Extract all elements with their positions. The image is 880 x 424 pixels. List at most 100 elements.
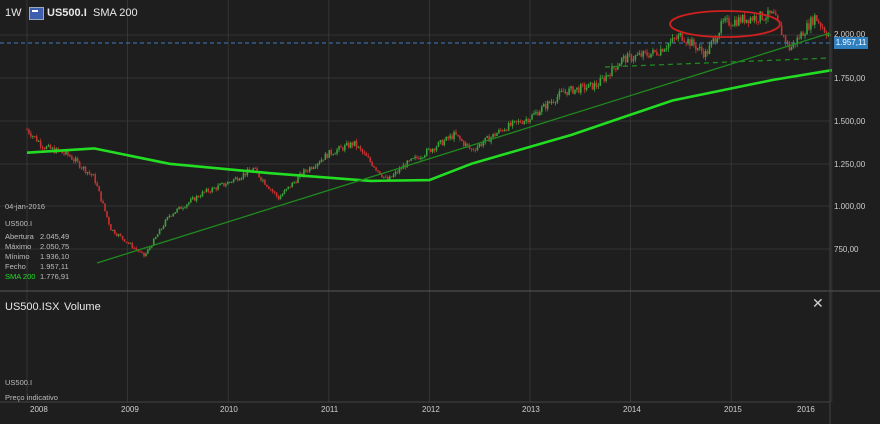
trendline[interactable] — [96, 32, 831, 264]
candle-body — [550, 101, 553, 103]
candle-body — [732, 25, 734, 27]
candle-body — [535, 112, 537, 114]
candle-body — [347, 142, 350, 148]
candle-body — [108, 217, 110, 225]
candle-body — [472, 149, 475, 151]
grid — [0, 0, 833, 402]
candle-body — [383, 176, 385, 178]
candle-body — [303, 169, 305, 176]
candle-body — [190, 199, 192, 203]
candle-body — [815, 15, 818, 21]
candle-body — [342, 147, 344, 151]
candle-body — [714, 38, 717, 43]
candle-body — [757, 21, 760, 23]
candle-body — [182, 208, 184, 209]
candle-body — [125, 241, 128, 243]
candle-body — [632, 59, 635, 61]
candle-body — [728, 17, 730, 26]
candle-body — [580, 84, 582, 93]
candle-body — [659, 48, 662, 56]
candle-body — [640, 53, 643, 57]
candle-body — [386, 177, 389, 181]
indicator-label[interactable]: SMA 200 — [93, 7, 138, 19]
symbol-label[interactable]: US500.I — [47, 7, 87, 19]
candle-body — [626, 53, 629, 63]
highlight-ellipse[interactable] — [669, 10, 781, 38]
candle-body — [291, 182, 293, 188]
candle-body — [112, 229, 114, 231]
candle-body — [509, 122, 512, 126]
candle-body — [289, 186, 292, 188]
candlestick-series — [26, 7, 832, 258]
candle-body — [693, 39, 695, 46]
candle-body — [326, 153, 329, 158]
candle-body — [544, 104, 547, 109]
candle-body — [636, 54, 639, 56]
price-tick: 1.500,00 — [834, 117, 866, 126]
candle-body — [697, 48, 699, 50]
candle-body — [406, 160, 409, 168]
candle-body — [61, 151, 63, 154]
candle-body — [71, 156, 73, 160]
candle-body — [307, 171, 309, 173]
candle-body — [449, 135, 451, 139]
candle-body — [648, 55, 650, 58]
candle-body — [812, 17, 814, 25]
candle-body — [82, 166, 85, 169]
candle-body — [570, 86, 572, 89]
candle-body — [229, 181, 231, 183]
candle-body — [619, 63, 621, 67]
candle-body — [593, 83, 596, 90]
candle-body — [43, 148, 46, 150]
candle-body — [568, 88, 570, 95]
candle-body — [673, 37, 676, 39]
candle-body — [741, 14, 744, 23]
candle-body — [424, 155, 426, 158]
candle-body — [154, 237, 157, 239]
candle-body — [332, 154, 334, 156]
candle-body — [700, 46, 703, 52]
candle-body — [363, 152, 366, 154]
candle-body — [240, 177, 243, 180]
time-tick: 2015 — [724, 405, 742, 414]
candle-body — [603, 77, 605, 81]
candle-body — [67, 151, 69, 155]
candle-body — [256, 168, 258, 173]
candle-body — [123, 239, 126, 242]
candle-body — [164, 219, 167, 227]
candle-body — [796, 37, 799, 45]
candle-body — [759, 11, 761, 22]
candle-body — [170, 215, 173, 217]
close-icon[interactable]: ✕ — [812, 295, 824, 311]
candle-body — [720, 21, 722, 33]
candle-body — [441, 140, 444, 146]
candle-body — [98, 186, 100, 192]
candle-body — [365, 153, 368, 156]
volume-title: Volume — [64, 301, 101, 313]
candle-body — [381, 174, 383, 178]
support-dashed-line[interactable] — [604, 57, 831, 68]
candle-body — [312, 167, 315, 169]
candle-body — [624, 56, 627, 63]
candle-body — [531, 114, 533, 120]
candle-body — [480, 143, 483, 146]
candle-body — [679, 33, 682, 36]
candle-body — [675, 38, 678, 40]
candle-body — [695, 45, 697, 50]
candle-body — [160, 228, 163, 230]
candle-body — [357, 146, 360, 148]
candle-body — [527, 119, 529, 123]
candle-body — [683, 40, 685, 43]
candle-body — [297, 176, 299, 183]
candle-body — [277, 196, 280, 200]
candle-body — [203, 191, 206, 193]
candle-body — [115, 233, 118, 236]
timeframe-label[interactable]: 1W — [5, 7, 22, 19]
candle-body — [459, 136, 461, 140]
candle-body — [394, 171, 397, 175]
candle-body — [314, 166, 317, 168]
volume-symbol[interactable]: US500.ISX — [5, 301, 60, 313]
candle-body — [293, 182, 295, 183]
candle-body — [519, 120, 522, 123]
